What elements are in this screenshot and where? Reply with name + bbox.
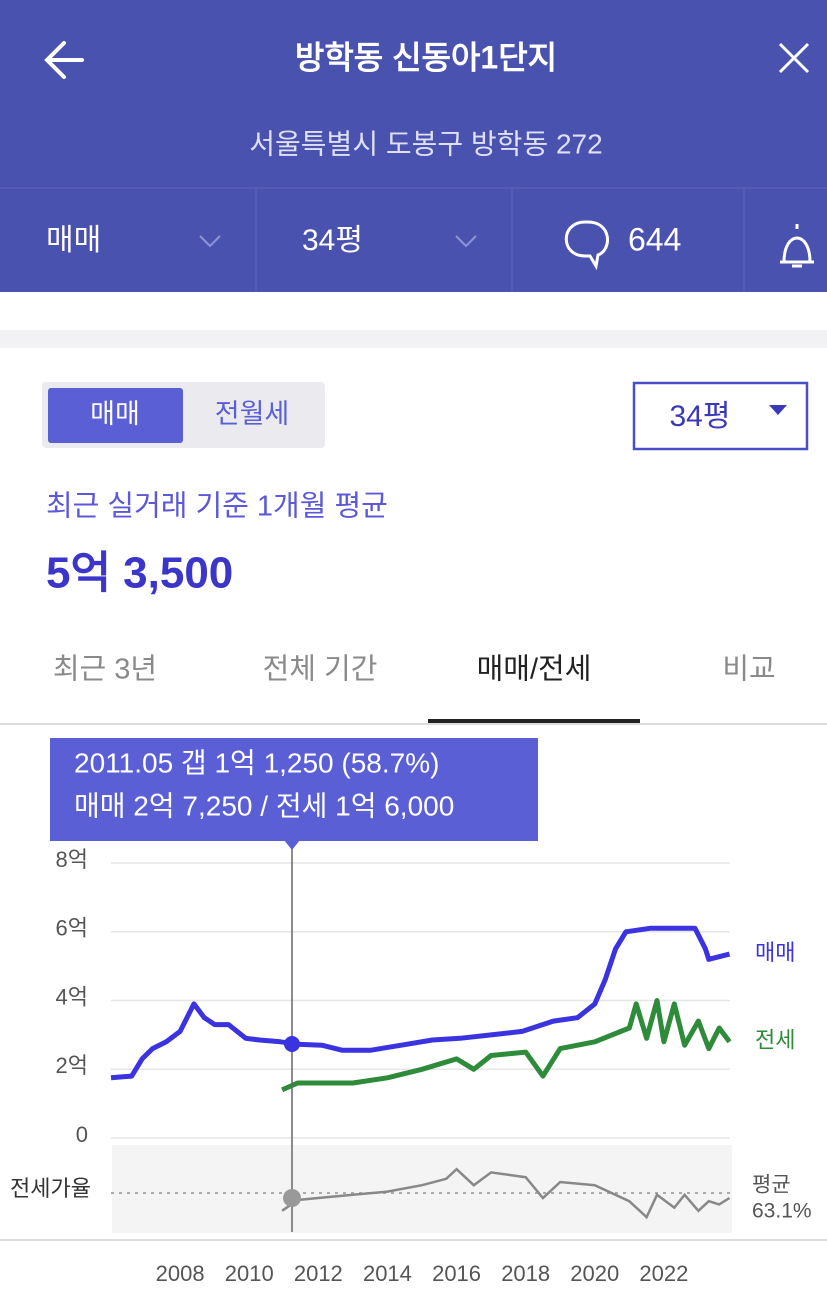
tooltip xyxy=(50,738,538,841)
close-button[interactable] xyxy=(778,42,810,74)
tooltip-pointer xyxy=(284,840,300,850)
tooltip-line: 매매 2억 7,250 / 전세 1억 6,000 xyxy=(74,790,454,821)
tab[interactable]: 비교 xyxy=(722,654,775,686)
x-tick-label: 2008 xyxy=(156,1261,205,1286)
summary-label: 최근 실거래 기준 1개월 평균 xyxy=(46,490,388,523)
x-tick-label: 2016 xyxy=(432,1261,481,1286)
tab-active[interactable]: 매매/전세 xyxy=(477,654,592,686)
toggle-active[interactable] xyxy=(48,388,183,443)
comment-count[interactable]: 644 xyxy=(628,221,681,257)
back-button[interactable] xyxy=(44,41,84,79)
x-tick-label: 2018 xyxy=(501,1261,550,1286)
x-tick-label: 2012 xyxy=(294,1261,343,1286)
size-filter[interactable]: 34평 xyxy=(302,224,363,257)
average-name: 평균 xyxy=(752,1174,791,1197)
comment-icon[interactable] xyxy=(564,220,609,271)
deal-filter[interactable]: 매매 xyxy=(46,224,101,257)
tab[interactable]: 최근 3년 xyxy=(53,654,157,686)
crosshair-point xyxy=(284,1036,300,1052)
average-label: 63.1% xyxy=(752,1200,812,1223)
grid: 0 2억 4억 6억 8억 2008 2010 2012 2014 2016 2018 2020 202… xyxy=(56,847,730,1286)
chevron xyxy=(199,235,221,248)
alarm-icon[interactable] xyxy=(780,224,814,268)
toggle-option[interactable]: 전월세 xyxy=(215,399,290,429)
ratio-panel xyxy=(112,1145,732,1233)
series-label: 매매 xyxy=(755,940,795,965)
tab[interactable]: 전체 기간 xyxy=(263,654,378,686)
separator xyxy=(0,330,827,348)
size-select-label[interactable]: 34평 xyxy=(670,400,731,433)
y-tick-label: 6억 xyxy=(56,916,88,941)
title: 방학동 신동아1단지 xyxy=(295,39,557,75)
size-select[interactable] xyxy=(632,381,809,451)
series-label: 전세 xyxy=(755,1028,795,1053)
y-tick-label: 0 xyxy=(76,1122,88,1147)
header-bg xyxy=(0,0,827,292)
series-line xyxy=(110,925,731,1081)
x-tick-label: 2020 xyxy=(570,1261,619,1286)
x-tick-label: 2022 xyxy=(639,1261,688,1286)
tooltip-line: 2011.05 갭 1억 1,250 (58.7%) xyxy=(74,747,439,778)
y-tick-label: 2억 xyxy=(56,1053,88,1078)
y-tick-label: 8억 xyxy=(56,847,88,872)
chevron xyxy=(455,235,477,248)
crosshair-point xyxy=(283,1189,301,1207)
ratio-label: 전세가율 xyxy=(10,1176,91,1201)
toggle-option[interactable]: 매매 xyxy=(90,399,140,429)
series-line xyxy=(281,998,732,1093)
x-tick-label: 2014 xyxy=(363,1261,412,1286)
y-tick-label: 4억 xyxy=(56,984,88,1009)
address: 서울특별시 도봉구 방학동 272 xyxy=(249,128,602,159)
ratio-line xyxy=(281,1167,731,1220)
summary-price: 5억 3,500 xyxy=(46,549,233,598)
dropdown-arrow xyxy=(769,405,787,415)
x-tick-label: 2010 xyxy=(225,1261,274,1286)
